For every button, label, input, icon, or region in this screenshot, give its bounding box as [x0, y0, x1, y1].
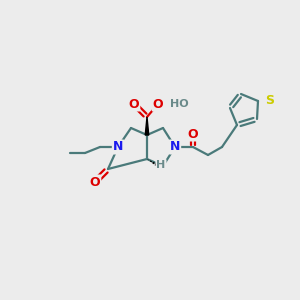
- Polygon shape: [145, 117, 149, 135]
- Text: HO: HO: [170, 99, 189, 109]
- Text: N: N: [170, 140, 180, 154]
- Text: S: S: [265, 94, 274, 107]
- Text: O: O: [188, 128, 198, 140]
- Text: N: N: [113, 140, 123, 154]
- Text: O: O: [129, 98, 139, 110]
- Text: H: H: [156, 160, 166, 170]
- Text: O: O: [90, 176, 100, 188]
- Text: O: O: [153, 98, 163, 110]
